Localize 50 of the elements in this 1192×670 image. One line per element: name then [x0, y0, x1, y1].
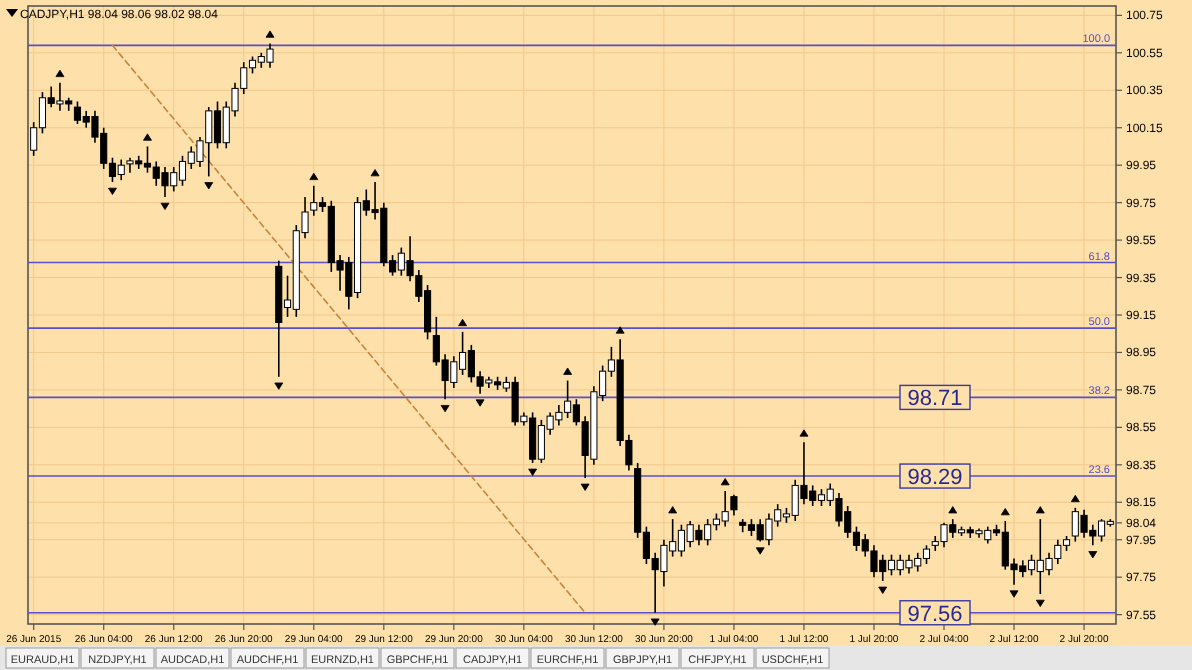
point: [274, 382, 284, 390]
point: [668, 506, 678, 514]
candlestick: [905, 553, 913, 575]
point: [458, 318, 467, 327]
point: [720, 478, 730, 486]
point: [1088, 551, 1098, 559]
point: [1035, 506, 1045, 514]
point: [948, 506, 958, 514]
point: [1035, 599, 1045, 607]
point: [55, 69, 65, 78]
candlestick: [835, 492, 843, 528]
point: [204, 182, 214, 190]
candlestick: [721, 490, 729, 528]
point: [528, 468, 538, 476]
candlestick: [940, 522, 948, 549]
point: [143, 133, 152, 141]
point: [1009, 590, 1019, 598]
candlestick: [161, 166, 169, 198]
candlestick: [213, 100, 222, 150]
point: [799, 429, 809, 437]
point: [755, 547, 765, 555]
candlestick: [870, 544, 878, 578]
point: [265, 30, 275, 38]
point: [475, 399, 485, 407]
point: [1070, 494, 1080, 503]
point: [563, 367, 573, 375]
point: [160, 202, 170, 210]
point: [1000, 508, 1010, 516]
point: [309, 172, 319, 181]
ref-line-label: 98.29: [907, 466, 963, 491]
candlestick: [310, 184, 318, 217]
candlestick: [73, 100, 82, 125]
point: [878, 586, 888, 594]
point: [615, 326, 625, 334]
point: [370, 169, 380, 177]
candlestick: [143, 145, 152, 174]
point: [580, 483, 590, 491]
candlestick: [1097, 518, 1106, 543]
candlestick: [922, 544, 931, 565]
candlestick: [178, 155, 187, 187]
point: [108, 187, 117, 195]
candlestick: [887, 553, 896, 577]
ref-line-label: 98.71: [907, 387, 963, 412]
candlestick: [1027, 553, 1036, 577]
point: [650, 618, 660, 626]
point: [440, 405, 450, 413]
candlestick: [117, 158, 125, 181]
candlestick: [266, 42, 274, 69]
candlestick: [730, 493, 738, 517]
ref-line-label: 97.56: [907, 602, 963, 627]
